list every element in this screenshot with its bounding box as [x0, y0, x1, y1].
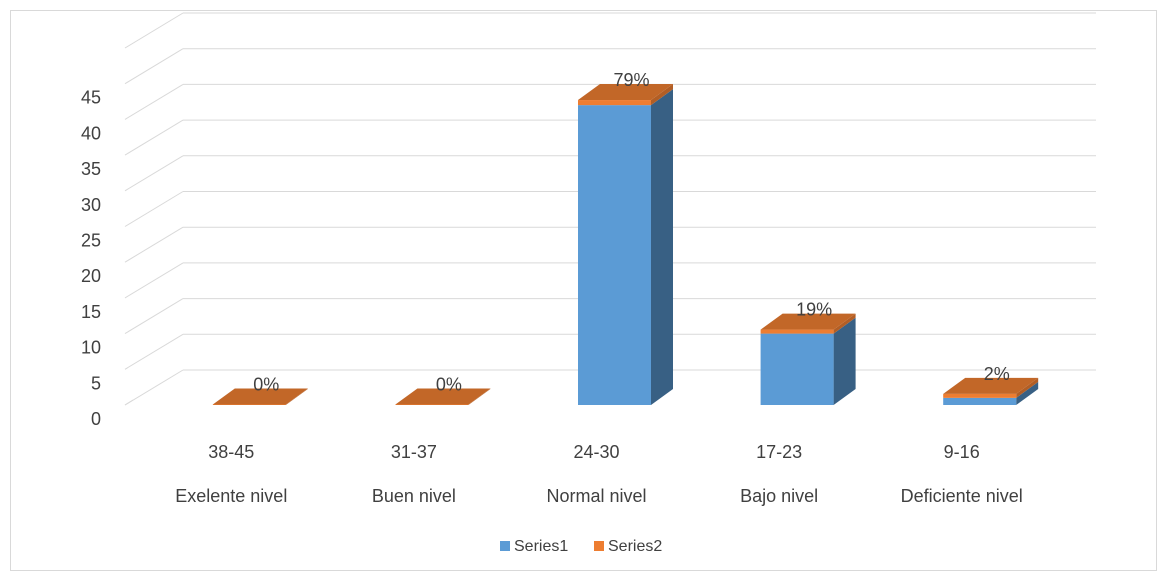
- legend-swatch: [500, 541, 510, 551]
- x-group-label: Deficiente nivel: [901, 486, 1023, 506]
- gridline-side: [124, 262, 184, 299]
- bar-group: [578, 84, 673, 406]
- bar-series2-top: [212, 388, 308, 405]
- y-tick-label: 40: [81, 123, 101, 143]
- bars: [212, 84, 1039, 406]
- bar-series2-side: [1016, 377, 1039, 398]
- legend-item: Series1: [500, 538, 568, 555]
- data-labels: 0% 0% 79% 19% 2%: [253, 70, 1009, 394]
- gridline-side: [124, 369, 184, 406]
- bar-series2: [578, 100, 651, 106]
- data-label: 19%: [796, 300, 832, 320]
- gridline-side: [124, 48, 184, 85]
- bar-series2-side: [651, 84, 673, 106]
- bar-series1-side: [651, 89, 673, 406]
- x-tick-label: 17-23: [756, 442, 802, 462]
- gridline-side: [124, 226, 184, 263]
- bar-group: [395, 388, 491, 405]
- y-tick-label: 25: [81, 231, 101, 251]
- data-label: 0%: [253, 375, 279, 395]
- data-label: 0%: [436, 375, 462, 395]
- x-group-label: Buen nivel: [372, 486, 456, 506]
- x-tick-label: 24-30: [573, 442, 619, 462]
- bar-series1: [578, 105, 651, 406]
- legend-label: Series2: [608, 538, 662, 555]
- y-tick-label: 0: [91, 409, 101, 429]
- x-group-label: Bajo nivel: [740, 486, 818, 506]
- bar-series2-top: [395, 388, 491, 405]
- bar-series1: [760, 333, 834, 405]
- y-tick-label: 10: [81, 338, 101, 358]
- gridline-side: [124, 119, 184, 156]
- y-tick-label: 20: [81, 266, 101, 286]
- bar-series2-top: [760, 313, 856, 330]
- y-tick-label: 30: [81, 195, 101, 215]
- legend-swatch: [594, 541, 604, 551]
- data-label: 2%: [984, 364, 1010, 384]
- bar-group: [760, 313, 856, 405]
- x-tick-label: 31-37: [391, 442, 437, 462]
- bar-series2-side: [285, 388, 308, 405]
- bar-series2: [395, 404, 469, 405]
- bar-series2: [760, 329, 834, 334]
- x-group-label: Normal nivel: [546, 486, 646, 506]
- gridline-side: [124, 12, 184, 49]
- bar-series2-top: [943, 377, 1039, 394]
- gridline-side: [124, 155, 184, 192]
- x-axis: 38-45 Exelente nivel 31-37 Buen nivel 24-30 N…: [175, 442, 1022, 506]
- gridline-side: [124, 333, 184, 370]
- gridline-side: [124, 298, 184, 335]
- y-tick-label: 35: [81, 159, 101, 179]
- y-tick-label: 5: [91, 373, 101, 393]
- gridline-side: [124, 83, 184, 120]
- y-axis: 0 5 10 15 20 25 30 35 40 45: [81, 88, 101, 429]
- bar-series1-side: [833, 317, 856, 405]
- x-group-label: Exelente nivel: [175, 486, 287, 506]
- x-tick-label: 38-45: [208, 442, 254, 462]
- y-tick-label: 15: [81, 302, 101, 322]
- bar-series2-side: [833, 313, 856, 334]
- bar-group: [212, 388, 308, 405]
- legend-label: Series1: [514, 538, 568, 555]
- legend: Series1 Series2: [500, 538, 662, 555]
- gridline-side: [124, 191, 184, 227]
- x-tick-label: 9-16: [944, 442, 980, 462]
- y-tick-label: 45: [81, 88, 101, 108]
- bar-series2-top: [578, 84, 673, 101]
- legend-item: Series2: [594, 538, 662, 555]
- data-label: 79%: [613, 70, 649, 90]
- bar-series1-side: [1016, 381, 1039, 405]
- bar-series2: [943, 393, 1017, 398]
- bar-series1: [943, 397, 1017, 405]
- bar-series2: [212, 404, 286, 405]
- bar-series2-side: [468, 388, 491, 405]
- bar-group: [943, 377, 1039, 405]
